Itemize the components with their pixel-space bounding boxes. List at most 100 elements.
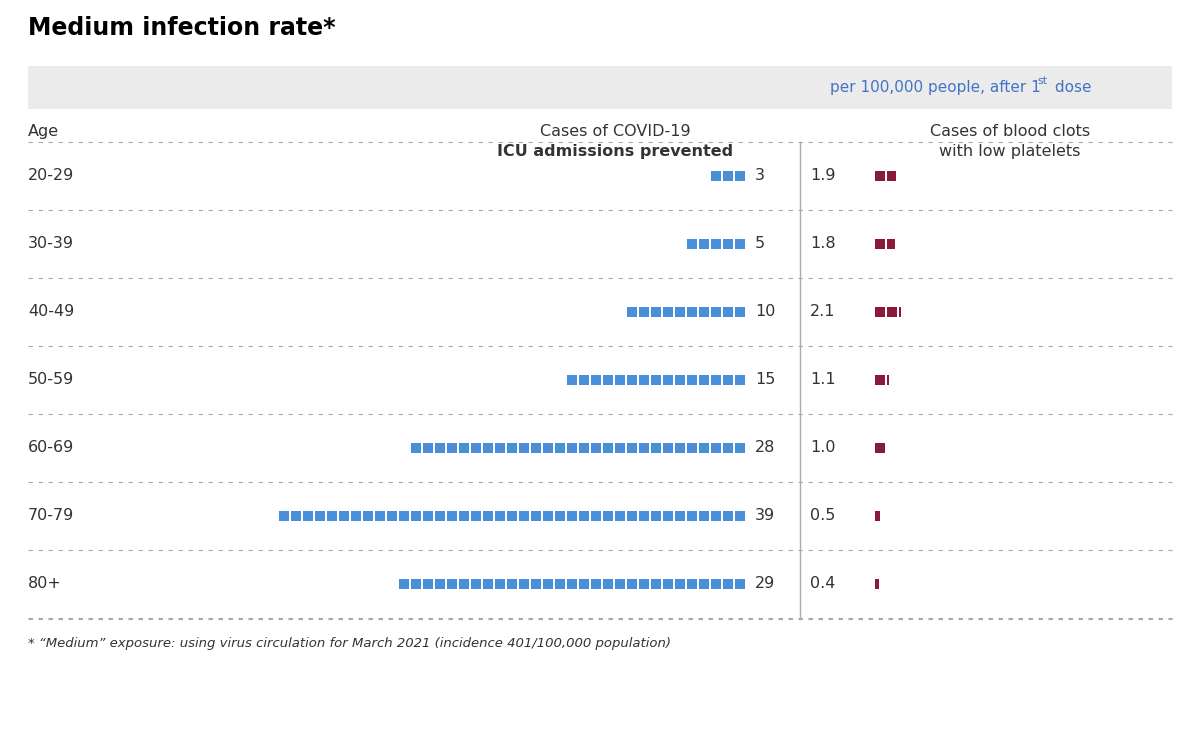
Text: 0.5: 0.5 — [810, 509, 835, 523]
Text: 28: 28 — [755, 440, 775, 456]
Text: Cases of COVID-19: Cases of COVID-19 — [540, 124, 690, 139]
FancyBboxPatch shape — [520, 443, 529, 453]
Text: Medium infection rate*: Medium infection rate* — [28, 16, 336, 40]
FancyBboxPatch shape — [698, 579, 709, 589]
Text: 5: 5 — [755, 236, 766, 252]
FancyBboxPatch shape — [628, 375, 637, 385]
FancyBboxPatch shape — [899, 307, 901, 317]
FancyBboxPatch shape — [326, 511, 337, 521]
FancyBboxPatch shape — [616, 579, 625, 589]
FancyBboxPatch shape — [458, 579, 469, 589]
Text: 15: 15 — [755, 372, 775, 388]
FancyBboxPatch shape — [580, 579, 589, 589]
Text: ICU admissions prevented: ICU admissions prevented — [497, 144, 733, 159]
FancyBboxPatch shape — [722, 511, 733, 521]
FancyBboxPatch shape — [650, 375, 661, 385]
FancyBboxPatch shape — [674, 579, 685, 589]
FancyBboxPatch shape — [887, 171, 896, 181]
FancyBboxPatch shape — [482, 511, 493, 521]
FancyBboxPatch shape — [604, 579, 613, 589]
FancyBboxPatch shape — [662, 443, 673, 453]
FancyBboxPatch shape — [640, 511, 649, 521]
Text: 50-59: 50-59 — [28, 372, 74, 388]
FancyBboxPatch shape — [875, 579, 878, 589]
FancyBboxPatch shape — [710, 443, 721, 453]
Text: 80+: 80+ — [28, 576, 62, 592]
Text: 30-39: 30-39 — [28, 236, 74, 252]
FancyBboxPatch shape — [496, 579, 505, 589]
Text: 70-79: 70-79 — [28, 509, 74, 523]
FancyBboxPatch shape — [496, 511, 505, 521]
FancyBboxPatch shape — [520, 579, 529, 589]
FancyBboxPatch shape — [446, 579, 457, 589]
FancyBboxPatch shape — [616, 511, 625, 521]
FancyBboxPatch shape — [592, 443, 601, 453]
FancyBboxPatch shape — [698, 307, 709, 317]
FancyBboxPatch shape — [446, 511, 457, 521]
FancyBboxPatch shape — [398, 579, 409, 589]
FancyBboxPatch shape — [542, 443, 553, 453]
FancyBboxPatch shape — [616, 375, 625, 385]
Text: 1.0: 1.0 — [810, 440, 835, 456]
FancyBboxPatch shape — [424, 579, 433, 589]
FancyBboxPatch shape — [580, 443, 589, 453]
FancyBboxPatch shape — [686, 375, 697, 385]
FancyBboxPatch shape — [530, 579, 541, 589]
FancyBboxPatch shape — [875, 375, 886, 385]
Text: 39: 39 — [755, 509, 775, 523]
FancyBboxPatch shape — [628, 579, 637, 589]
FancyBboxPatch shape — [674, 307, 685, 317]
FancyBboxPatch shape — [698, 239, 709, 249]
FancyBboxPatch shape — [410, 511, 421, 521]
FancyBboxPatch shape — [580, 511, 589, 521]
FancyBboxPatch shape — [640, 579, 649, 589]
FancyBboxPatch shape — [592, 375, 601, 385]
Text: 60-69: 60-69 — [28, 440, 74, 456]
FancyBboxPatch shape — [470, 511, 481, 521]
FancyBboxPatch shape — [628, 443, 637, 453]
FancyBboxPatch shape — [482, 443, 493, 453]
FancyBboxPatch shape — [875, 171, 886, 181]
FancyBboxPatch shape — [686, 579, 697, 589]
FancyBboxPatch shape — [686, 443, 697, 453]
FancyBboxPatch shape — [458, 511, 469, 521]
FancyBboxPatch shape — [875, 511, 880, 521]
FancyBboxPatch shape — [482, 579, 493, 589]
FancyBboxPatch shape — [698, 511, 709, 521]
FancyBboxPatch shape — [568, 375, 577, 385]
Text: 29: 29 — [755, 576, 775, 592]
FancyBboxPatch shape — [887, 375, 889, 385]
FancyBboxPatch shape — [28, 66, 1172, 109]
Text: st: st — [1037, 76, 1048, 85]
Text: Cases of blood clots: Cases of blood clots — [930, 124, 1090, 139]
Text: per 100,000 people, after 1: per 100,000 people, after 1 — [830, 80, 1040, 95]
FancyBboxPatch shape — [875, 307, 886, 317]
FancyBboxPatch shape — [722, 579, 733, 589]
FancyBboxPatch shape — [698, 443, 709, 453]
FancyBboxPatch shape — [722, 239, 733, 249]
FancyBboxPatch shape — [508, 579, 517, 589]
FancyBboxPatch shape — [436, 511, 445, 521]
Text: 3: 3 — [755, 169, 766, 184]
Text: 40-49: 40-49 — [28, 305, 74, 319]
FancyBboxPatch shape — [424, 443, 433, 453]
Text: 0.4: 0.4 — [810, 576, 835, 592]
FancyBboxPatch shape — [640, 443, 649, 453]
FancyBboxPatch shape — [722, 171, 733, 181]
FancyBboxPatch shape — [686, 511, 697, 521]
FancyBboxPatch shape — [734, 171, 745, 181]
FancyBboxPatch shape — [875, 239, 886, 249]
FancyBboxPatch shape — [580, 375, 589, 385]
FancyBboxPatch shape — [470, 443, 481, 453]
FancyBboxPatch shape — [530, 443, 541, 453]
FancyBboxPatch shape — [568, 443, 577, 453]
FancyBboxPatch shape — [410, 443, 421, 453]
FancyBboxPatch shape — [458, 443, 469, 453]
FancyBboxPatch shape — [650, 579, 661, 589]
FancyBboxPatch shape — [542, 579, 553, 589]
FancyBboxPatch shape — [352, 511, 361, 521]
FancyBboxPatch shape — [887, 307, 898, 317]
FancyBboxPatch shape — [386, 511, 397, 521]
Text: with low platelets: with low platelets — [940, 144, 1081, 159]
FancyBboxPatch shape — [674, 511, 685, 521]
